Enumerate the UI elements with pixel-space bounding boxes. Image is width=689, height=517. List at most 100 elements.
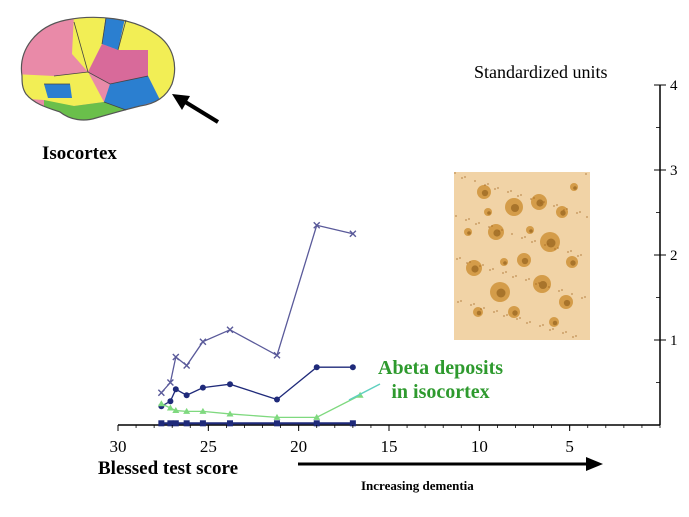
- plaque-core: [471, 265, 479, 273]
- plaque-speck: [585, 173, 587, 175]
- data-point: [273, 420, 280, 427]
- plaque-speck: [474, 180, 476, 182]
- series-annotation: Abeta deposits in isocortex: [378, 356, 503, 404]
- y-tick-label: 3: [670, 163, 678, 179]
- plaque-speck: [461, 177, 463, 179]
- plaque-speck: [549, 329, 551, 331]
- plaque-core: [529, 229, 533, 233]
- plaque-core: [503, 261, 507, 265]
- plaque-speck: [533, 197, 535, 199]
- plaque-speck: [566, 208, 568, 210]
- plaque-speck: [570, 250, 572, 252]
- plaque-speck: [511, 233, 513, 235]
- data-point: [349, 420, 356, 427]
- plaque-speck: [475, 223, 477, 225]
- plaque-speck: [539, 325, 541, 327]
- plaque-speck: [488, 226, 490, 228]
- y-axis-label: Standardized units: [474, 62, 608, 82]
- plaque-speck: [496, 310, 498, 312]
- data-point: [349, 364, 356, 371]
- plaque-speck: [468, 218, 470, 220]
- plaque-speck: [482, 264, 484, 266]
- data-point: [226, 410, 234, 417]
- plaque-speck: [571, 293, 573, 295]
- series-1: [157, 221, 357, 397]
- data-point: [199, 420, 206, 427]
- series-line: [161, 394, 361, 419]
- data-point: [313, 420, 320, 427]
- plaque-speck: [528, 278, 530, 280]
- plaque-core: [467, 231, 471, 235]
- plaque-core: [546, 238, 556, 248]
- series-line: [161, 366, 353, 407]
- plaque-speck: [554, 248, 556, 250]
- plaque-speck: [538, 282, 540, 284]
- plaque-speck: [519, 317, 521, 319]
- plaque-speck: [493, 311, 495, 313]
- plaque-speck: [517, 195, 519, 197]
- plaque-speck: [567, 251, 569, 253]
- plaque-speck: [489, 269, 491, 271]
- plaque-speck: [503, 315, 505, 317]
- plaque-core: [570, 260, 576, 266]
- data-point: [166, 379, 174, 386]
- plaque-core: [538, 280, 548, 290]
- data-point: [157, 400, 165, 407]
- plaque-speck: [491, 225, 493, 227]
- x-tick-label: 30: [110, 437, 127, 456]
- plaque-speck: [507, 191, 509, 193]
- x-tick-label: 5: [565, 437, 574, 456]
- x-tick-label: 20: [290, 437, 307, 456]
- plaque-speck: [535, 283, 537, 285]
- plaque-speck: [464, 176, 466, 178]
- series-2: [158, 364, 356, 410]
- increasing-dementia-arrow: [298, 457, 603, 471]
- data-point: [273, 351, 281, 359]
- plaque-speck: [531, 241, 533, 243]
- plaque-speck: [502, 272, 504, 274]
- plaque-speck: [543, 201, 545, 203]
- plaque-speck: [526, 322, 528, 324]
- plaque-speck: [525, 279, 527, 281]
- plaque-speck: [572, 336, 574, 338]
- x-tick-label: 15: [381, 437, 398, 456]
- plaque-speck: [520, 194, 522, 196]
- x-axis-label: Blessed test score: [98, 458, 239, 479]
- plaque-speck: [457, 301, 459, 303]
- plaque-speck: [497, 187, 499, 189]
- plaque-core: [573, 186, 577, 190]
- plaque-speck: [510, 190, 512, 192]
- plaque-speck: [557, 247, 559, 249]
- plaque-core: [510, 203, 520, 213]
- data-point: [227, 420, 234, 427]
- data-point: [172, 353, 180, 361]
- annotation-line-1: Abeta deposits: [378, 357, 504, 379]
- data-point: [349, 230, 357, 238]
- plaque-speck: [454, 172, 456, 174]
- amyloid-plaque-micrograph-icon: [454, 172, 590, 340]
- plaque-core: [552, 320, 558, 326]
- pointer-arrow-icon: [172, 94, 220, 124]
- data-point: [183, 407, 191, 414]
- plaque-speck: [484, 184, 486, 186]
- x-tick-label: 10: [471, 437, 488, 456]
- plaque-speck: [501, 229, 503, 231]
- plaque-speck: [506, 314, 508, 316]
- plaque-speck: [542, 324, 544, 326]
- data-point: [227, 381, 234, 388]
- plaque-speck: [586, 216, 588, 218]
- data-point: [158, 420, 165, 427]
- plaque-speck: [530, 198, 532, 200]
- data-point: [157, 389, 165, 397]
- data-point: [172, 420, 179, 427]
- plaque-speck: [562, 332, 564, 334]
- data-point: [313, 221, 321, 229]
- plaque-speck: [479, 265, 481, 267]
- plaque-speck: [547, 243, 549, 245]
- plaque-speck: [473, 303, 475, 305]
- plaque-speck: [581, 297, 583, 299]
- plaque-speck: [552, 328, 554, 330]
- plaque-speck: [516, 318, 518, 320]
